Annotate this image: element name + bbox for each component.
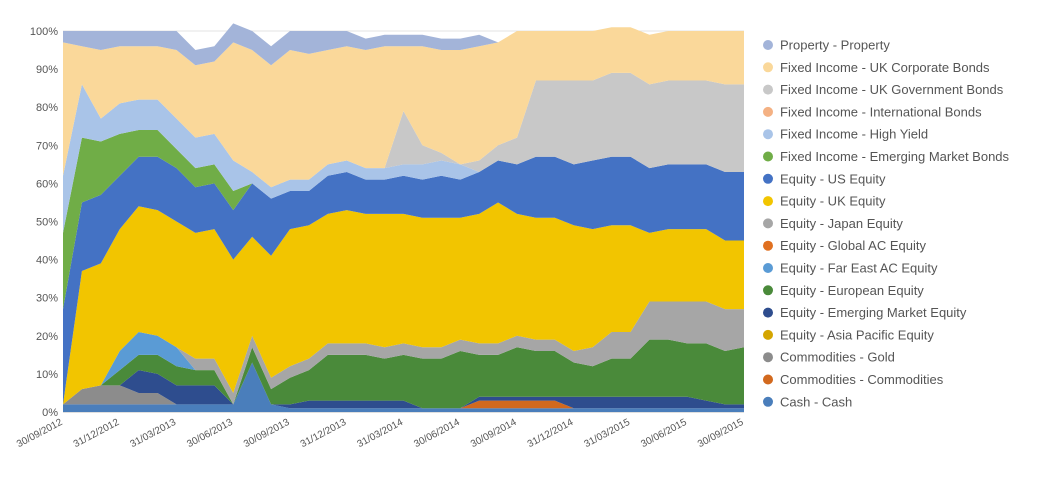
legend-item-cash-cash: Cash - Cash	[763, 394, 852, 409]
legend-item-equity-japan-equity: Equity - Japan Equity	[763, 216, 903, 231]
x-tick-label: 30/06/2014	[412, 417, 462, 450]
x-tick-label: 30/09/2012	[15, 417, 65, 450]
y-tick-label: 100%	[30, 26, 58, 38]
x-tick-label: 30/09/2014	[469, 417, 519, 450]
x-tick-label: 31/03/2014	[356, 417, 406, 450]
legend-swatch	[763, 173, 773, 184]
legend-label: Commodities - Commodities	[780, 372, 944, 387]
legend-swatch	[763, 285, 773, 296]
legend-swatch	[763, 196, 773, 207]
legend: Property - Property Fixed Income - UK Cor…	[763, 38, 1010, 409]
plot-areas	[63, 23, 744, 412]
y-tick-label: 30%	[36, 293, 58, 305]
legend-item-equity-emerging-market-equity: Equity - Emerging Market Equity	[763, 305, 967, 320]
area-equity-us-equity	[63, 156, 744, 405]
legend-item-equity-uk-equity: Equity - UK Equity	[763, 194, 886, 209]
legend-label: Equity - Asia Pacific Equity	[780, 327, 934, 342]
legend-item-property-property: Property - Property	[763, 38, 890, 53]
legend-swatch	[763, 84, 773, 95]
y-tick-label: 90%	[36, 64, 58, 76]
area-property-property	[63, 23, 744, 66]
legend-item-fixed-income-emerging-market-bonds: Fixed Income - Emerging Market Bonds	[763, 149, 1010, 164]
area-fixed-income-uk-corporate-bonds	[63, 27, 744, 188]
x-tick-label: 31/03/2015	[583, 417, 633, 450]
x-tick-label: 30/09/2013	[242, 417, 292, 450]
y-tick-label: 50%	[36, 217, 58, 229]
legend-label: Fixed Income - UK Government Bonds	[780, 82, 1004, 97]
area-commodities-gold	[63, 362, 744, 409]
legend-label: Equity - Emerging Market Equity	[780, 305, 967, 320]
legend-label: Equity - Far East AC Equity	[780, 261, 938, 276]
legend-label: Equity - European Equity	[780, 283, 924, 298]
legend-label: Equity - UK Equity	[780, 194, 886, 209]
y-tick-label: 0%	[42, 407, 58, 419]
legend-label: Cash - Cash	[780, 394, 852, 409]
legend-label: Fixed Income - Emerging Market Bonds	[780, 149, 1010, 164]
legend-swatch	[763, 329, 773, 340]
legend-swatch	[763, 106, 773, 117]
legend-item-equity-european-equity: Equity - European Equity	[763, 283, 924, 298]
legend-item-equity-asia-pacific-equity: Equity - Asia Pacific Equity	[763, 327, 934, 342]
y-tick-label: 80%	[36, 102, 58, 114]
y-tick-label: 20%	[36, 331, 58, 343]
legend-label: Fixed Income - International Bonds	[780, 104, 982, 119]
legend-label: Fixed Income - UK Corporate Bonds	[780, 60, 990, 75]
legend-item-fixed-income-high-yield: Fixed Income - High Yield	[763, 127, 928, 142]
x-axis: 30/09/2012 31/12/2012 31/03/2013 30/06/2013…	[15, 417, 746, 450]
area-equity-uk-equity	[63, 202, 744, 405]
y-tick-label: 60%	[36, 178, 58, 190]
x-tick-label: 31/12/2012	[72, 417, 122, 450]
legend-swatch	[763, 352, 773, 363]
x-tick-label: 31/12/2014	[526, 417, 576, 450]
area-equity-european-equity	[63, 339, 744, 409]
y-axis: 0% 10% 20% 30% 40% 50% 60% 70% 80% 90% 100%	[30, 26, 58, 419]
legend-swatch	[763, 307, 773, 318]
legend-item-equity-far-east-ac-equity: Equity - Far East AC Equity	[763, 261, 938, 276]
y-tick-label: 40%	[36, 255, 58, 267]
legend-item-fixed-income-international-bonds: Fixed Income - International Bonds	[763, 104, 982, 119]
legend-swatch	[763, 62, 773, 73]
legend-swatch	[763, 151, 773, 162]
area-fixed-income-high-yield	[63, 84, 744, 233]
legend-swatch	[763, 40, 773, 50]
legend-item-equity-global-ac-equity: Equity - Global AC Equity	[763, 238, 926, 253]
legend-item-fixed-income-uk-corporate-bonds: Fixed Income - UK Corporate Bonds	[763, 60, 990, 75]
area-fixed-income-emerging-market-bonds	[63, 130, 744, 310]
x-tick-label: 30/06/2013	[185, 417, 235, 450]
y-tick-label: 10%	[36, 369, 58, 381]
x-tick-label: 30/09/2015	[696, 417, 746, 450]
legend-label: Property - Property	[780, 38, 890, 53]
area-equity-japan-equity	[63, 301, 744, 405]
legend-swatch	[763, 396, 773, 407]
legend-swatch	[763, 129, 773, 140]
area-cash-cash	[63, 362, 744, 412]
legend-label: Commodities - Gold	[780, 350, 895, 365]
legend-swatch	[763, 374, 773, 385]
legend-swatch	[763, 218, 773, 229]
x-tick-label: 30/06/2015	[639, 417, 689, 450]
x-tick-label: 31/03/2013	[129, 417, 179, 450]
legend-label: Equity - Global AC Equity	[780, 238, 926, 253]
legend-item-equity-us-equity: Equity - US Equity	[763, 171, 886, 186]
legend-label: Equity - Japan Equity	[780, 216, 903, 231]
legend-label: Equity - US Equity	[780, 171, 886, 186]
legend-label: Fixed Income - High Yield	[780, 127, 928, 142]
legend-item-commodities-gold: Commodities - Gold	[763, 350, 895, 365]
legend-item-fixed-income-uk-government-bonds: Fixed Income - UK Government Bonds	[763, 82, 1004, 97]
area-fixed-income-uk-government-bonds	[63, 72, 744, 188]
y-tick-label: 70%	[36, 140, 58, 152]
x-tick-label: 31/12/2013	[299, 417, 349, 450]
legend-item-commodities-commodities: Commodities - Commodities	[763, 372, 944, 387]
legend-swatch	[763, 263, 773, 273]
legend-swatch	[763, 240, 773, 251]
